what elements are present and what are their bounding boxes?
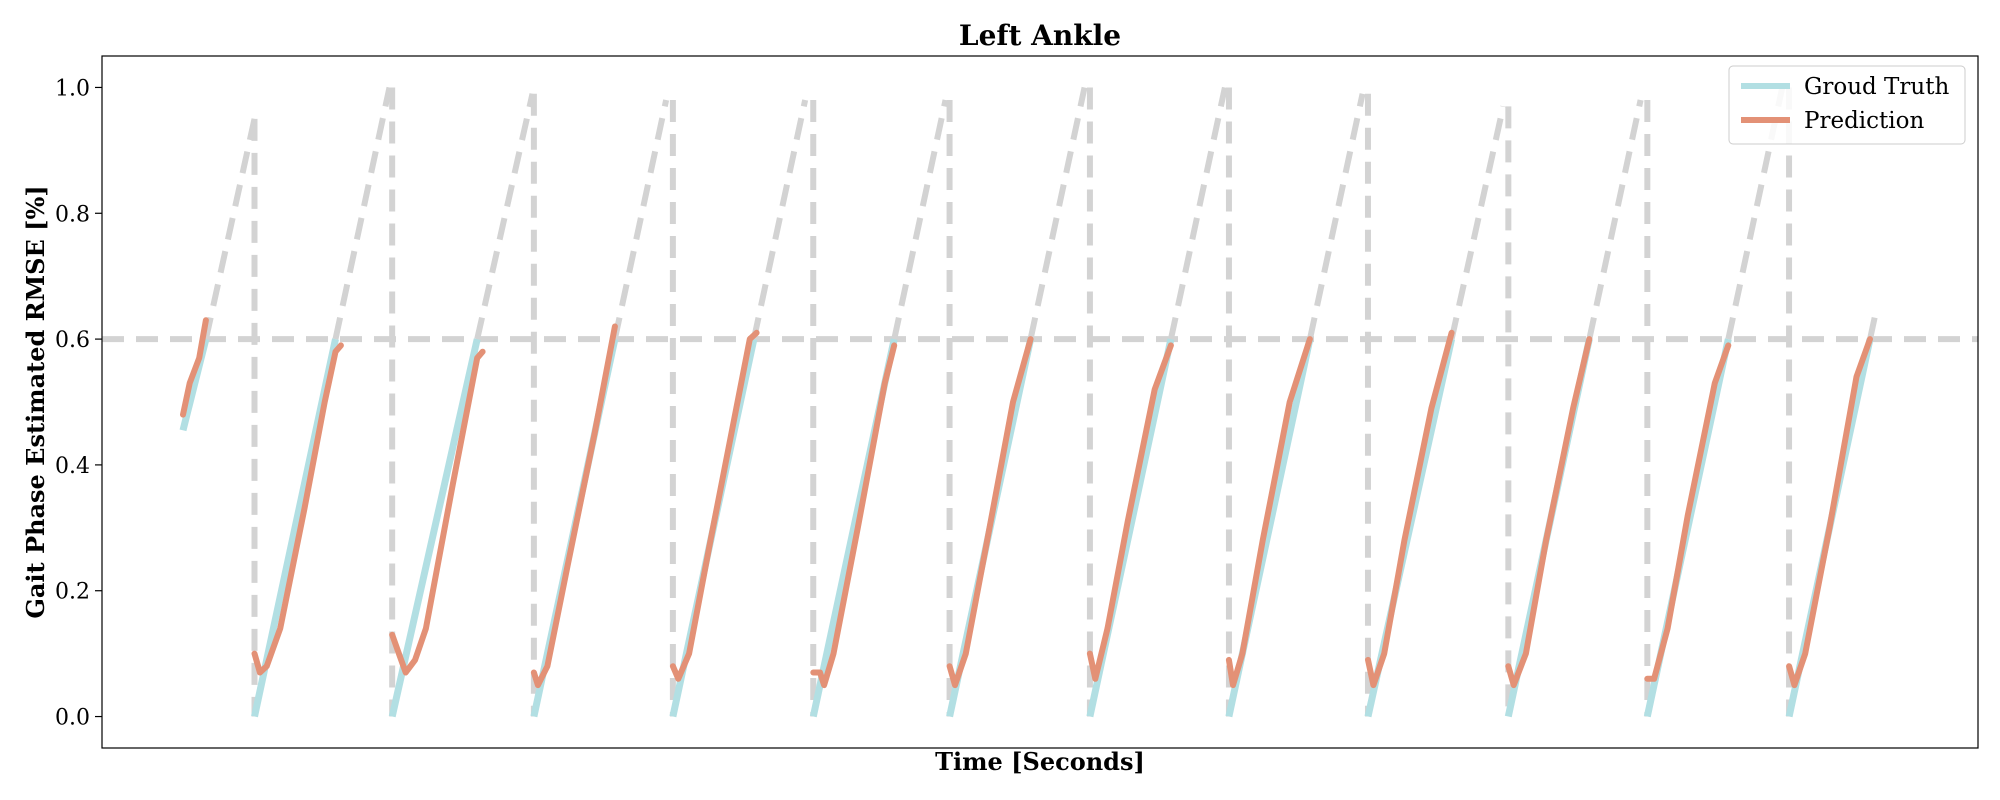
prediction-line: [1644, 342, 1732, 682]
legend-label-ground-truth: Groud Truth: [1804, 74, 1949, 100]
prediction-layer: [180, 317, 1873, 689]
reference-rise: [1586, 99, 1644, 340]
y-axis-label: Gait Phase Estimated RMSE [%]: [21, 185, 50, 618]
reference-rise: [891, 99, 949, 340]
legend-label-prediction: Prediction: [1804, 108, 1924, 134]
prediction-line: [1365, 329, 1455, 689]
ground-truth-line: [388, 338, 481, 718]
prediction-line: [1225, 336, 1313, 689]
plot-frame: [101, 55, 1979, 749]
reference-rise: [1867, 307, 1880, 340]
plot-area: [101, 55, 1979, 749]
prediction-line: [251, 342, 344, 676]
reference-rise: [1448, 105, 1507, 340]
y-tick-label: 1.0: [55, 76, 90, 101]
reference-rise: [611, 99, 670, 340]
chart-title: Left Ankle: [959, 19, 1121, 52]
prediction-line: [530, 323, 618, 689]
x-axis-label: Time [Seconds]: [935, 747, 1145, 776]
prediction-line: [1086, 342, 1174, 682]
reference-rise: [1027, 86, 1088, 340]
prediction-line: [180, 317, 209, 418]
y-axis: 0.0 0.2 0.4 0.6 0.8 1.0: [55, 76, 102, 731]
y-tick-label: 0.4: [55, 454, 90, 479]
reference-rise: [750, 99, 809, 340]
legend: Groud Truth Prediction: [1728, 65, 1966, 145]
reference-rise: [1167, 86, 1228, 340]
y-tick-label: 0.6: [55, 328, 90, 353]
prediction-line: [810, 342, 898, 689]
reference-rise: [1306, 93, 1366, 340]
y-tick-label: 0.8: [55, 202, 90, 227]
reference-rise: [332, 86, 393, 340]
prediction-line: [389, 348, 486, 676]
prediction-line: [946, 336, 1034, 689]
ground-truth-layer: [179, 338, 1874, 718]
prediction-line: [669, 329, 760, 682]
y-tick-label: 0.0: [55, 706, 90, 731]
reference-rise: [202, 118, 258, 340]
y-tick-label: 0.2: [55, 580, 90, 605]
prediction-line: [1786, 336, 1873, 689]
reference-layer: [102, 86, 1978, 717]
reference-rise: [474, 93, 536, 340]
prediction-line: [1505, 336, 1593, 689]
